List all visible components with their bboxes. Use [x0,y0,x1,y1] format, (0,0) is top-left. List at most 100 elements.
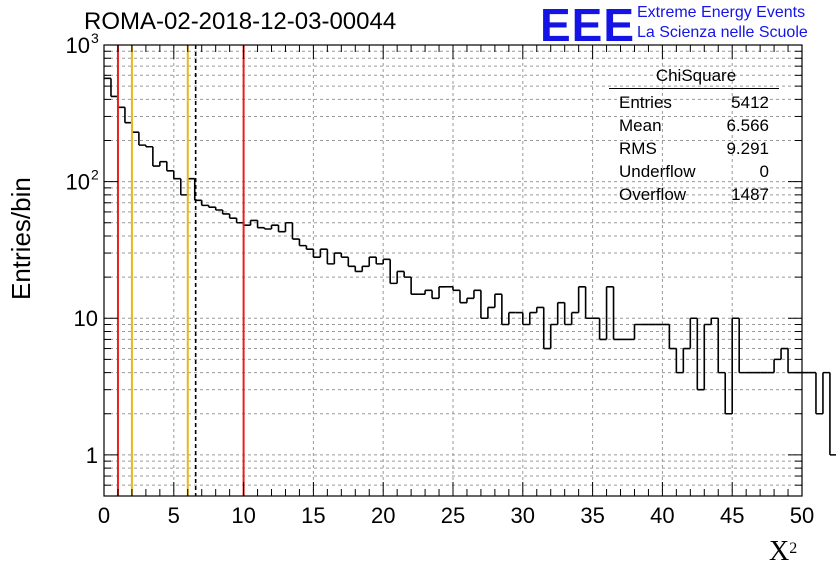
stats-label: Overflow [619,185,687,204]
logo-caption-1: Extreme Energy Events [637,4,806,21]
histogram-bin [703,323,712,390]
stats-label: RMS [619,139,657,158]
histogram-bin [542,307,551,350]
stats-value: 6.566 [726,116,769,135]
histogram-bin [131,122,139,134]
histogram-bin [361,265,370,272]
histogram-bin [173,170,181,180]
histogram-bin [410,277,419,295]
x-tick-label: 25 [441,503,465,528]
histogram-bin [668,324,677,350]
histogram-bin [110,78,118,98]
histogram-bin [235,218,244,224]
histogram-bin [598,318,607,341]
y-tick-label: 10 [66,33,90,58]
histogram-bin [284,221,293,232]
histogram-bin [787,348,796,374]
stats-row: Mean 6.566 [609,114,779,137]
histogram-bin [473,289,481,299]
histogram-bin [340,253,349,258]
histogram-bin [200,200,209,207]
stats-row: Overflow 1487 [609,183,779,206]
axis-ticks [103,44,803,497]
histogram-bin [577,285,586,313]
x-tick-label: 5 [168,503,180,528]
histogram-bin [305,245,314,251]
histogram-bin [256,220,265,229]
y-tick-label: 1 [86,443,98,468]
histogram-bin [277,225,286,233]
histogram-bin [829,372,836,456]
stats-label: Mean [619,116,662,135]
y-tick-exponent: 3 [91,30,99,46]
histogram-bin [270,224,279,230]
stats-row: Underflow 0 [609,160,779,183]
x-tick-label: 35 [580,503,604,528]
histogram-bin [159,160,167,167]
histogram-bin [731,317,740,414]
histogram-bin [124,107,132,124]
histogram-bin [724,372,733,415]
stats-label: Entries [619,93,672,112]
histogram-bin [501,294,509,326]
histogram-bin [298,239,307,247]
histogram-bin [459,290,467,304]
histogram-bin [535,306,544,313]
x-tick-label: 50 [790,503,814,528]
histogram-bin [145,145,153,148]
histogram-bin [431,290,440,300]
histogram-bin [389,259,398,285]
histogram-bin [214,207,223,211]
x-tick-label: 45 [720,503,744,528]
histogram-bin [822,371,830,414]
stats-value: 9.291 [726,139,769,158]
histogram-bin [612,286,621,341]
x-tick-label: 40 [650,503,674,528]
histogram-bin [773,358,782,373]
histogram-bin [319,248,328,258]
histogram-bin [228,213,237,219]
histogram-bin [221,209,230,215]
histogram-bin [675,348,684,374]
histogram-bin [605,285,614,340]
stats-value: 0 [759,162,769,181]
x-tick-label: 10 [231,503,255,528]
stats-row: Entries 5412 [609,91,779,114]
histogram-bin [249,219,258,226]
run-title: ROMA-02-2018-12-03-00044 [84,8,397,35]
stats-row: RMS 9.291 [609,137,779,160]
logo-caption-2: La Scienza nelle Scuole [637,24,808,41]
histogram-bin [549,323,558,349]
histogram-bin [466,297,474,303]
histogram-bin [717,318,726,374]
x-tick-label: 0 [98,503,110,528]
histogram-bin [738,318,747,374]
histogram-bin [312,249,321,258]
histogram-bin [522,312,530,326]
eee-logo: EEE [540,0,636,51]
stats-value: 1487 [731,185,769,204]
histogram-bin [152,146,160,167]
y-axis-label: Entries/bin [6,177,36,300]
histogram-bin [452,286,460,292]
y-tick-exponent: 2 [91,167,99,183]
x-axis-label: X2 [769,536,798,567]
y-tick-label: 10 [74,306,98,331]
histogram-bin [780,347,789,360]
histogram-bin [403,271,412,278]
histogram-bin [480,290,488,320]
stats-box: ChiSquare Entries 5412 Mean 6.566 RMS 9.291… [609,66,779,206]
x-tick-label: 20 [371,503,395,528]
stats-label: Underflow [619,162,696,181]
histogram-bin [382,258,391,264]
histogram-bin [508,311,516,325]
histogram-bin [570,311,579,325]
histogram-bin [556,301,565,325]
histogram-bin [710,317,719,325]
histogram-bin [375,257,384,265]
histogram-bin [326,249,335,265]
histogram-bin [138,132,146,146]
y-tick-label: 10 [66,170,90,195]
